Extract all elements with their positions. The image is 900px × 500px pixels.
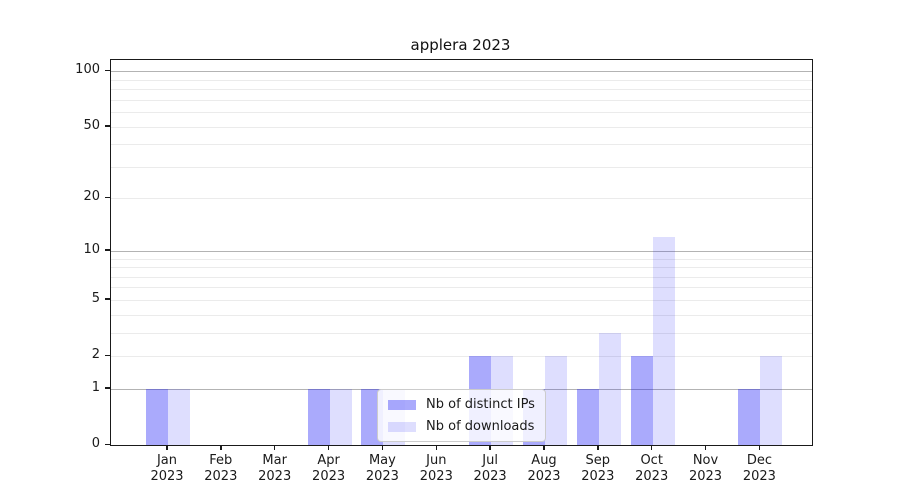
x-tick-label-apr: Apr 2023 xyxy=(312,453,346,484)
x-tick-apr xyxy=(327,445,330,450)
gridline-y-6 xyxy=(111,287,812,289)
y-tick-label-20: 20 xyxy=(83,189,100,205)
legend-swatch-downloads xyxy=(388,421,416,432)
x-tick-label-feb: Feb 2023 xyxy=(204,453,238,484)
bar-jan-downloads xyxy=(168,388,190,445)
gridline-y-2 xyxy=(111,356,812,357)
x-tick-sep xyxy=(597,445,599,450)
y-tick-2 xyxy=(105,354,110,356)
gridline-y-5 xyxy=(111,299,812,301)
y-tick-100 xyxy=(105,69,110,72)
gridline-y-7 xyxy=(111,276,812,278)
legend-label-downloads: Nb of downloads xyxy=(426,419,535,434)
y-tick-50 xyxy=(105,125,110,127)
x-tick-feb xyxy=(220,445,222,450)
x-tick-label-jan: Jan 2023 xyxy=(150,453,184,484)
x-tick-label-mar: Mar 2023 xyxy=(258,453,292,484)
gridline-y-80 xyxy=(111,89,812,90)
gridline-y-4 xyxy=(111,314,812,316)
gridline-y-10 xyxy=(111,250,812,252)
legend-swatch-distinct-ips xyxy=(388,399,416,410)
y-tick-label-0: 0 xyxy=(91,436,100,451)
y-tick-20 xyxy=(105,196,110,199)
bar-jan-distinct-ips xyxy=(146,388,168,445)
y-tick-label-5: 5 xyxy=(91,290,100,306)
bar-oct-downloads xyxy=(652,237,675,445)
y-tick-label-100: 100 xyxy=(75,62,100,78)
x-tick-jan xyxy=(166,445,168,450)
x-tick-label-may: May 2023 xyxy=(365,453,399,484)
x-tick-label-jun: Jun 2023 xyxy=(419,453,453,484)
y-tick-label-2: 2 xyxy=(91,347,100,362)
gridline-y-30 xyxy=(111,166,812,168)
legend-label-distinct-ips: Nb of distinct IPs xyxy=(426,397,535,412)
x-tick-label-jul: Jul 2023 xyxy=(473,453,507,484)
gridline-y-3 xyxy=(111,332,812,334)
bar-apr-distinct-ips xyxy=(307,388,330,445)
x-tick-aug xyxy=(543,445,545,450)
y-tick-10 xyxy=(105,249,110,251)
x-tick-label-aug: Aug 2023 xyxy=(527,453,561,484)
y-tick-label-50: 50 xyxy=(83,117,100,133)
bar-dec-distinct-ips xyxy=(738,388,761,445)
bar-apr-downloads xyxy=(329,388,352,445)
gridline-y-8 xyxy=(111,267,812,268)
bar-dec-downloads xyxy=(760,356,783,445)
gridline-y-40 xyxy=(111,144,812,146)
chart-title: applera 2023 xyxy=(410,36,511,54)
bar-oct-distinct-ips xyxy=(630,356,653,445)
legend-item-downloads: Nb of downloads xyxy=(388,418,535,435)
y-tick-5 xyxy=(105,298,110,300)
x-tick-mar xyxy=(273,445,276,450)
y-tick-1 xyxy=(105,387,110,389)
y-tick-label-10: 10 xyxy=(83,241,100,257)
y-tick-0 xyxy=(105,443,110,445)
x-tick-jul xyxy=(489,445,491,450)
x-tick-label-dec: Dec 2023 xyxy=(742,453,776,484)
gridline-y-20 xyxy=(111,198,812,200)
bar-sep-downloads xyxy=(598,332,621,445)
y-tick-label-1: 1 xyxy=(91,379,100,395)
gridline-y-70 xyxy=(111,99,812,101)
gridline-y-100 xyxy=(111,71,812,73)
x-tick-label-nov: Nov 2023 xyxy=(688,453,723,484)
legend: Nb of distinct IPs Nb of downloads xyxy=(377,389,546,442)
x-tick-may xyxy=(381,445,384,450)
legend-item-distinct-ips: Nb of distinct IPs xyxy=(388,396,535,413)
bar-sep-distinct-ips xyxy=(576,388,599,445)
gridline-y-50 xyxy=(111,126,812,128)
x-tick-label-sep: Sep 2023 xyxy=(581,453,615,484)
gridline-y-60 xyxy=(111,112,812,113)
x-tick-dec xyxy=(758,445,761,450)
gridline-y-90 xyxy=(111,79,812,81)
bar-aug-downloads xyxy=(544,356,567,445)
x-tick-jun xyxy=(435,445,437,450)
x-tick-oct xyxy=(650,445,653,450)
x-tick-label-oct: Oct 2023 xyxy=(635,453,669,484)
x-tick-nov xyxy=(704,445,707,450)
plot-area: Nb of distinct IPs Nb of downloads xyxy=(110,59,813,446)
gridline-y-9 xyxy=(111,258,812,260)
